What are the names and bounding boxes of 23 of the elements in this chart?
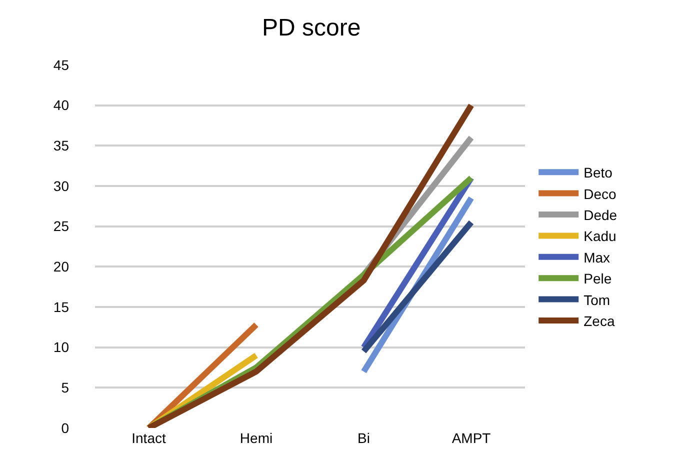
legend-label: Pele bbox=[584, 270, 612, 287]
legend-label: Zeca bbox=[584, 312, 615, 329]
legend-label: Beto bbox=[584, 164, 613, 181]
x-tick-label: AMPT bbox=[452, 430, 492, 446]
y-tick-label: 40 bbox=[53, 97, 70, 114]
legend-label: Tom bbox=[584, 292, 610, 308]
y-tick-label: 0 bbox=[61, 420, 70, 436]
legend-label: Dede bbox=[584, 206, 618, 223]
y-tick-label: 20 bbox=[53, 258, 70, 275]
y-tick-label: 25 bbox=[53, 218, 70, 234]
y-tick-label: 30 bbox=[53, 178, 70, 194]
y-tick-label: 10 bbox=[53, 339, 70, 356]
x-tick-label: Hemi bbox=[240, 430, 273, 446]
y-tick-label: 5 bbox=[61, 380, 70, 396]
y-tick-label: 45 bbox=[53, 56, 70, 73]
legend-label: Deco bbox=[584, 186, 616, 202]
y-tick-label: 35 bbox=[53, 138, 70, 154]
y-tick-label: 15 bbox=[53, 298, 70, 315]
x-tick-label: Bi bbox=[358, 430, 370, 446]
legend-label: Max bbox=[584, 249, 610, 266]
legend-label: Kadu bbox=[584, 228, 616, 244]
x-tick-label: Intact bbox=[132, 430, 166, 446]
chart-title: PD score bbox=[262, 14, 361, 42]
